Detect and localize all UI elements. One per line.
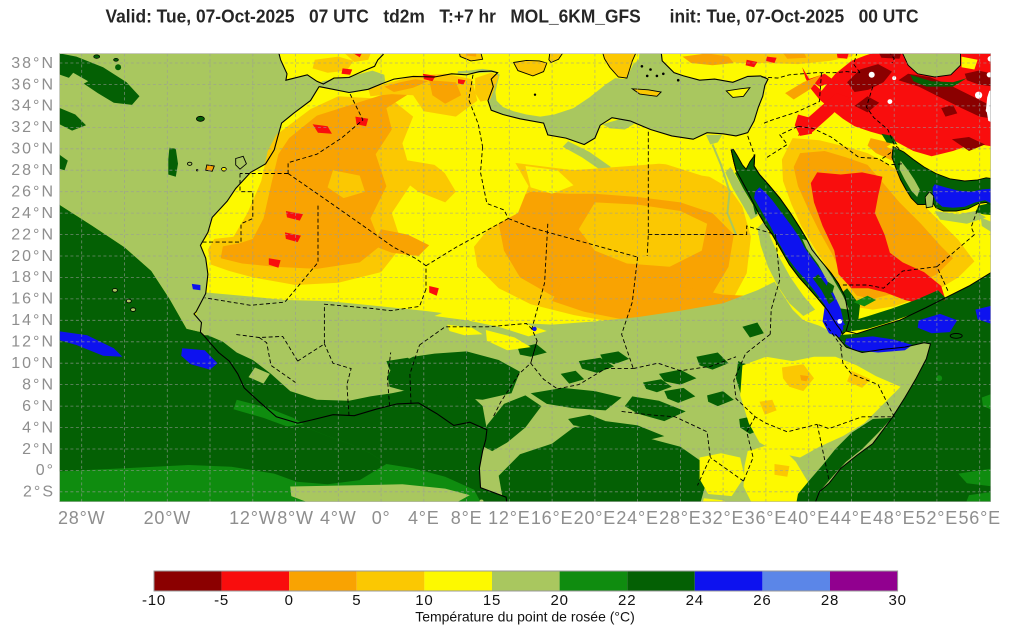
svg-text:16°E: 16°E xyxy=(531,508,573,528)
svg-text:-5: -5 xyxy=(214,592,229,609)
svg-text:5: 5 xyxy=(352,592,361,609)
svg-text:44°E: 44°E xyxy=(830,508,872,528)
svg-text:28°E: 28°E xyxy=(659,508,701,528)
svg-text:28: 28 xyxy=(821,592,839,609)
svg-text:28°W: 28°W xyxy=(58,508,105,528)
svg-text:36°N: 36°N xyxy=(11,76,55,93)
svg-text:2°S: 2°S xyxy=(23,484,55,501)
svg-text:-10: -10 xyxy=(142,592,166,609)
svg-text:34°N: 34°N xyxy=(11,98,55,115)
svg-text:12°N: 12°N xyxy=(11,334,55,351)
svg-text:0°: 0° xyxy=(36,462,55,479)
svg-text:24°N: 24°N xyxy=(11,205,55,222)
svg-text:4°E: 4°E xyxy=(408,508,440,528)
svg-text:Valid: Tue, 07-Oct-2025 07 U: Valid: Tue, 07-Oct-2025 07 UTC td2m T:+7… xyxy=(106,7,919,27)
svg-text:20°E: 20°E xyxy=(574,508,616,528)
svg-text:56°E: 56°E xyxy=(958,508,1000,528)
svg-text:18°N: 18°N xyxy=(11,269,55,286)
svg-text:28°N: 28°N xyxy=(11,162,55,179)
svg-text:20: 20 xyxy=(550,592,568,609)
svg-text:32°N: 32°N xyxy=(11,119,55,136)
svg-text:32°E: 32°E xyxy=(702,508,744,528)
svg-text:0°: 0° xyxy=(372,508,391,528)
svg-text:24°E: 24°E xyxy=(616,508,658,528)
svg-text:22°N: 22°N xyxy=(11,226,55,243)
svg-text:8°E: 8°E xyxy=(451,508,483,528)
svg-text:10°N: 10°N xyxy=(11,355,55,372)
svg-text:30°N: 30°N xyxy=(11,141,55,158)
svg-text:40°E: 40°E xyxy=(787,508,829,528)
svg-text:15: 15 xyxy=(483,592,501,609)
svg-text:26°N: 26°N xyxy=(11,184,55,201)
svg-text:4°W: 4°W xyxy=(320,508,357,528)
svg-text:22: 22 xyxy=(618,592,636,609)
svg-text:36°E: 36°E xyxy=(745,508,787,528)
svg-text:8°N: 8°N xyxy=(22,376,55,393)
svg-text:16°N: 16°N xyxy=(11,291,55,308)
svg-text:30: 30 xyxy=(888,592,906,609)
svg-text:12°E: 12°E xyxy=(488,508,530,528)
svg-text:14°N: 14°N xyxy=(11,312,55,329)
svg-text:24: 24 xyxy=(686,592,704,609)
svg-text:38°N: 38°N xyxy=(11,55,55,72)
svg-text:2°N: 2°N xyxy=(22,441,55,458)
svg-text:20°W: 20°W xyxy=(144,508,191,528)
svg-text:26: 26 xyxy=(753,592,771,609)
svg-text:0: 0 xyxy=(285,592,294,609)
svg-text:20°N: 20°N xyxy=(11,248,55,265)
svg-text:10: 10 xyxy=(415,592,433,609)
svg-text:48°E: 48°E xyxy=(873,508,915,528)
svg-text:4°N: 4°N xyxy=(22,419,55,436)
svg-text:8°W: 8°W xyxy=(277,508,314,528)
svg-text:12°W: 12°W xyxy=(229,508,276,528)
svg-text:6°N: 6°N xyxy=(22,398,55,415)
svg-text:Température du point de rosée: Température du point de rosée (°C) xyxy=(415,609,635,625)
svg-text:52°E: 52°E xyxy=(916,508,958,528)
